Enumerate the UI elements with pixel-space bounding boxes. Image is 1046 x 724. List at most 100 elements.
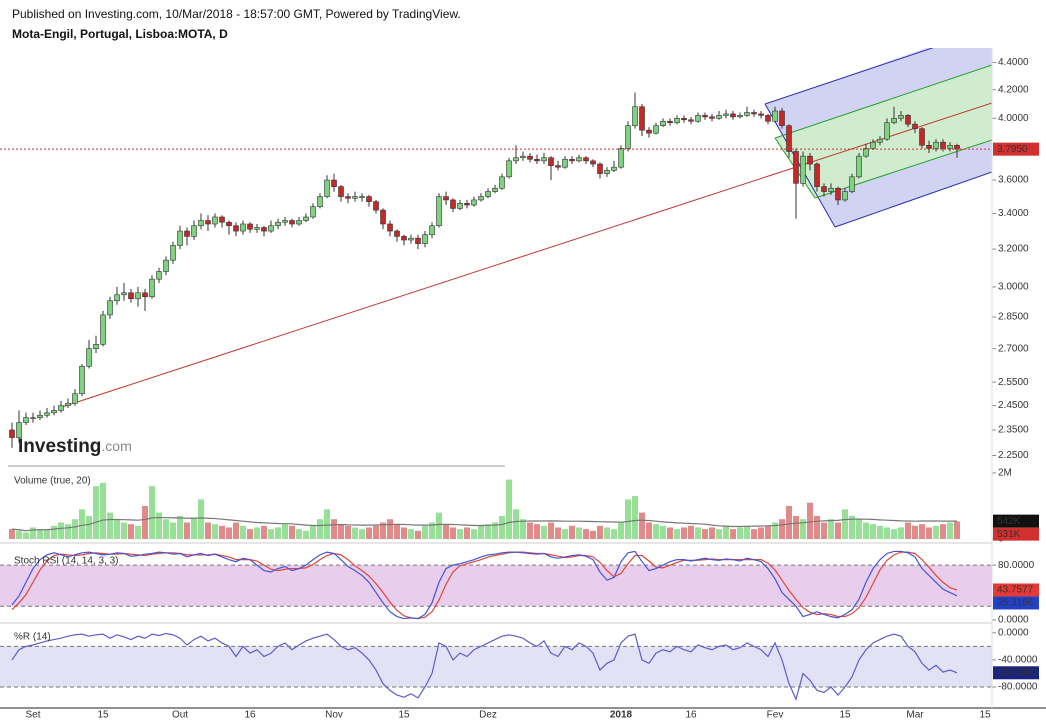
candle-body — [891, 118, 897, 124]
candle-body — [450, 199, 456, 209]
candle-body — [58, 405, 64, 411]
candle-body — [156, 271, 162, 280]
volume-bar — [940, 524, 946, 540]
value-marker — [993, 514, 1039, 528]
candle-body — [170, 245, 176, 261]
volume-bar — [870, 524, 876, 540]
volume-bar — [555, 527, 561, 540]
value-marker — [993, 666, 1039, 680]
candle-body — [709, 116, 715, 119]
value-marker-label: -59.0000 — [997, 667, 1037, 678]
candle-body — [520, 155, 526, 159]
published-line: Published on Investing.com, 10/Mar/2018 … — [12, 7, 461, 21]
x-tick-label: 15 — [97, 710, 109, 721]
volume-bar — [254, 527, 260, 540]
candle-body — [254, 227, 260, 230]
candle-body — [919, 128, 925, 146]
candle-body — [233, 225, 239, 232]
volume-bar — [807, 502, 813, 540]
volume-bar — [562, 529, 568, 540]
volume-bar — [170, 522, 176, 540]
volume-bar — [849, 515, 855, 540]
candle-body — [100, 314, 106, 345]
line-series — [11, 632, 958, 701]
volume-bar — [373, 525, 379, 540]
candle-body — [548, 157, 554, 166]
candle-body — [758, 113, 764, 116]
candle-body — [716, 115, 722, 119]
volume-bar — [86, 515, 92, 540]
candle-body — [107, 300, 113, 316]
y-tick-label: 0.0000 — [998, 627, 1029, 638]
candle-body — [681, 118, 687, 121]
x-tick-label: Dez — [479, 710, 497, 721]
candle-body — [37, 414, 43, 418]
y-tick-label: 4.4000 — [998, 57, 1029, 68]
candle-body — [933, 141, 939, 149]
candle-body — [870, 141, 876, 149]
volume-bar — [436, 512, 442, 540]
candle-body — [121, 292, 127, 296]
y-tick-label: 2.8500 — [998, 312, 1029, 323]
candle-body — [324, 179, 330, 197]
candle-body — [898, 115, 904, 119]
volume-bar — [114, 519, 120, 540]
candle-body — [821, 186, 827, 192]
value-marker-label: 35.3166 — [997, 598, 1034, 609]
volume-bar — [345, 525, 351, 540]
candle-body — [429, 225, 435, 235]
candle-body — [93, 344, 99, 349]
candle-body — [492, 187, 498, 192]
candle-body — [576, 157, 582, 162]
volume-bar — [464, 527, 470, 540]
y-tick-label: 2.2500 — [998, 450, 1029, 461]
candle-body — [765, 115, 771, 122]
x-tick-label: Nov — [325, 710, 343, 721]
candle-body — [646, 129, 652, 134]
candle-body — [240, 223, 246, 232]
x-tick-label: Fev — [767, 710, 784, 721]
volume-bar — [415, 530, 421, 540]
volume-bar — [191, 517, 197, 540]
candle-body — [947, 145, 953, 149]
y-tick-label: 0.0000 — [998, 615, 1029, 626]
candle-body — [30, 417, 36, 419]
candle-body — [352, 196, 358, 199]
candle-body — [310, 206, 316, 218]
volume-bar — [156, 512, 162, 540]
x-tick-label: Mar — [906, 710, 924, 721]
pitchfork-upper — [764, 48, 934, 105]
candle-body — [856, 155, 862, 178]
volume-bar — [30, 527, 36, 540]
volume-bar — [527, 522, 533, 540]
volume-bar — [184, 522, 190, 540]
candle-body — [814, 163, 820, 187]
y-tick-label: 4.2000 — [998, 84, 1029, 95]
value-marker-label: 43.7577 — [997, 585, 1034, 596]
candle-body — [618, 148, 624, 168]
volume-bar — [793, 515, 799, 540]
volume-bar — [142, 505, 148, 540]
volume-bar — [275, 527, 281, 540]
volume-bar — [723, 525, 729, 540]
volume-bar — [632, 496, 638, 540]
volume-bar — [478, 525, 484, 540]
candle-body — [877, 138, 883, 143]
candle-body — [506, 160, 512, 178]
volume-bar — [667, 527, 673, 540]
volume-bar — [513, 509, 519, 540]
candle-body — [513, 157, 519, 162]
line-series — [11, 550, 958, 620]
candle-body — [457, 203, 463, 209]
volume-bar — [583, 529, 589, 540]
candle-body — [541, 157, 547, 162]
y-tick-label: 2.7000 — [998, 343, 1029, 354]
volume-bar — [177, 515, 183, 540]
candle-body — [331, 179, 337, 187]
volume-bar — [688, 525, 694, 540]
candle-body — [205, 220, 211, 225]
candle-body — [849, 176, 855, 192]
candle-body — [583, 157, 589, 162]
volume-bar — [730, 529, 736, 540]
